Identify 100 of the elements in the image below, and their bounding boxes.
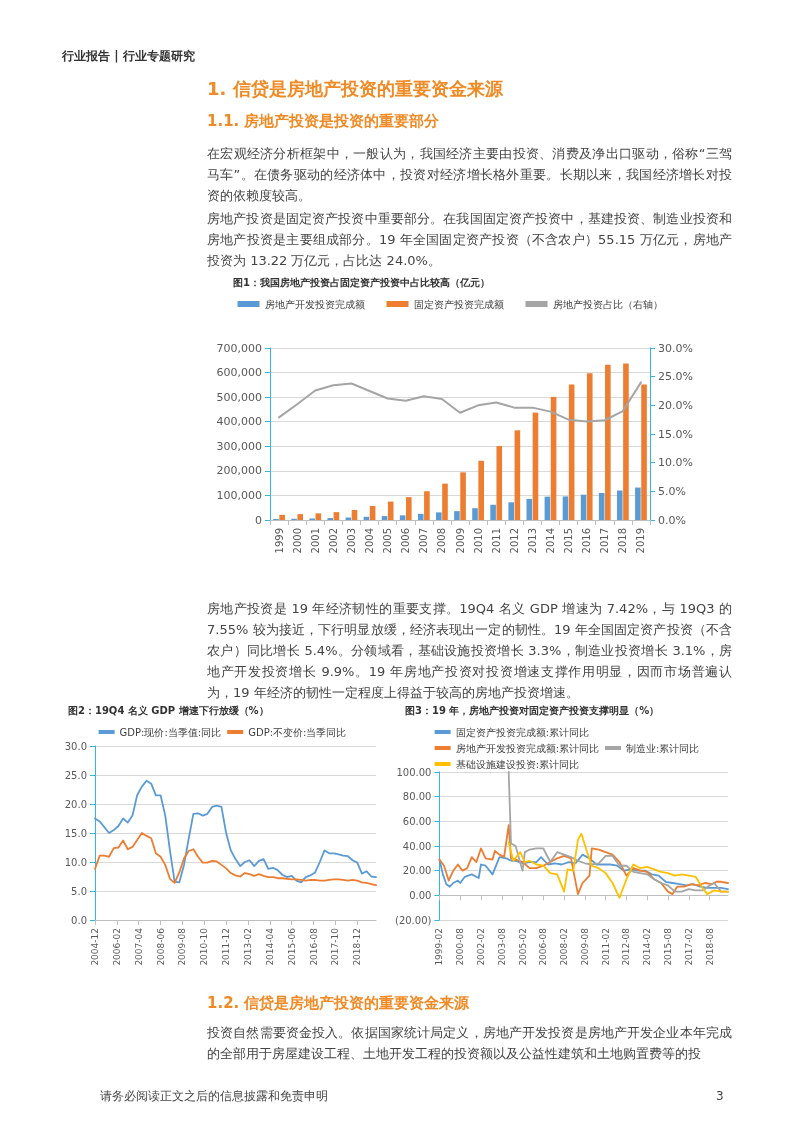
bar [387, 501, 394, 520]
x-tick-label: 2004 [364, 528, 376, 554]
bar [297, 514, 304, 520]
bar [496, 446, 503, 520]
chart-title: 图3：19 年，房地产投资对固定资产投资支撑明显（%） [405, 704, 660, 716]
y-tick-label: 10.0 [64, 856, 87, 868]
x-tick-label: 2011-02 [600, 928, 611, 966]
text: 房地产投资是固定资产投资中重要部分。在我国固定资产投资中，基建投资、制造业投资和房地产投资是主要组成部分。19 年全国固定资产投资（不含农户）55.15 万亿元，房地产投资为 13.22 万亿元，占比达 24.0%。 [207, 210, 732, 270]
y-tick-label: 600,000 [216, 366, 262, 380]
x-tick-label: 2003 [345, 528, 357, 554]
x-tick-label: 2002 [327, 528, 339, 554]
x-tick-label: 2018-08 [704, 927, 715, 966]
y-tick-label: 60.00 [402, 815, 432, 827]
bar [399, 515, 406, 520]
y-tick-label: 0 [255, 513, 262, 527]
legend-label: 固定资产投资完成额:累计同比 [455, 726, 590, 738]
y-tick-label: 5.0 [71, 885, 87, 897]
bar [490, 504, 496, 520]
x-tick-label: 2005 [382, 528, 394, 554]
x-tick-label: 2003-08 [496, 927, 507, 966]
x-tick-label: 1999-02 [434, 928, 445, 966]
bar [508, 502, 515, 520]
x-tick-label: 2011 [490, 528, 502, 554]
x-tick-label: 2017 [599, 528, 611, 554]
bar [381, 516, 388, 520]
x-tick-label: 2015-08 [662, 927, 673, 966]
x-tick-label: 2011-12 [221, 928, 232, 966]
x-tick-label: 2008 [436, 528, 448, 554]
y-tick-label: 25.0 [64, 769, 87, 781]
x-tick-label: 2018 [617, 528, 629, 554]
text: 投资自然需要资金投入。依据国家统计局定义，房地产开发投资是房地产开发企业本年完成的全部用于房屋建设工程、土地开发工程的投资额以及公益性建筑和土地购置费等的投 [207, 1024, 732, 1063]
line-series [507, 832, 729, 899]
x-tick-label: 2009-08 [579, 927, 590, 966]
x-tick-label: 2015 [563, 528, 575, 554]
text: 请务必阅读正文之后的信息披露和免责申明 [100, 1088, 329, 1105]
y2-tick-label: 15.0% [658, 427, 693, 441]
bar [460, 472, 466, 520]
x-tick-label: 2009 [454, 528, 466, 554]
line-series [94, 779, 377, 884]
text: 在宏观经济分析框架中，一般认为，我国经济主要由投资、消费及净出口驱动，俗称“三驾马车”。在债务驱动的经济体中，投资对经济增长格外重要。长期以来，我国经济增长对投资的依赖度较高。 [207, 145, 732, 205]
y-tick-label: 700,000 [216, 341, 262, 355]
legend-label: 房地产开发投资完成额 [264, 298, 365, 310]
bar [442, 483, 448, 520]
x-tick-label: 2010 [472, 528, 484, 554]
bar [616, 490, 623, 520]
x-tick-label: 2006 [400, 528, 412, 554]
bar [417, 513, 424, 520]
y-tick-label: 20.00 [402, 865, 432, 877]
legend-label: 房地产投资占比（右轴） [552, 298, 663, 310]
x-tick-label: 2014 [544, 528, 556, 554]
y-tick-label: 30.0 [64, 740, 87, 752]
x-tick-label: 2013-02 [242, 928, 253, 966]
y-tick-label: 15.0 [64, 827, 87, 839]
y-tick-label: 500,000 [216, 390, 262, 404]
y-tick-label: 300,000 [216, 439, 262, 453]
x-tick-label: 2008-02 [559, 928, 570, 966]
chart-title: 图2：19Q4 名义 GDP 增速下行放缓（%） [68, 704, 269, 716]
text: 房地产投资是 19 年经济韧性的重要支撑。19Q4 名义 GDP 增速为 7.42%，与 19Q3 的 7.55% 较为接近，下行明显放缓，经济表现出一定的韧性。19 年全国固定资产投资（不含农户）同比增长 5.4%。分领域看，基础设施投资增长 3.3%，制造业投资增长 3.1%，房地产开发投资增长 9.9%。19 年房地产投资对投资增速支撑作用明显，因而市场普遍认为，19 年经济的韧性一定程度上得益于较高的房地产投资增速。 [207, 600, 732, 702]
legend-label: GDP:不变价:当季同比 [248, 726, 347, 738]
y2-tick-label: 10.0% [658, 456, 693, 470]
bar [605, 364, 611, 520]
bar [424, 491, 430, 520]
x-tick-label: 2004-12 [90, 928, 100, 966]
x-tick-label: 2005-02 [517, 928, 528, 966]
bar [315, 513, 322, 520]
y-tick-label: 400,000 [216, 415, 262, 429]
x-tick-label: 1999 [273, 528, 285, 554]
bar [279, 514, 285, 520]
legend-label: 制造业:累计同比 [626, 742, 700, 754]
y-tick-label: 20.0 [64, 798, 87, 810]
y2-tick-label: 20.0% [658, 398, 693, 412]
x-tick-label: 2013 [526, 528, 538, 554]
x-tick-label: 2000 [291, 528, 303, 554]
bar [454, 511, 460, 520]
text: 1. 信贷是房地产投资的重要资金来源 [207, 78, 504, 99]
bar [472, 508, 478, 520]
x-tick-label: 2014-02 [642, 928, 653, 966]
legend-label: 基础设施建设投资:累计同比 [455, 758, 580, 770]
x-tick-label: 2017-10 [330, 927, 341, 966]
bar [641, 384, 647, 520]
chart-title: 图1：我国房地产投资占固定资产投资中占比较高（亿元） [233, 276, 490, 288]
bar [623, 363, 629, 520]
x-tick-label: 2010-10 [199, 927, 210, 966]
x-tick-label: 2016 [581, 528, 593, 554]
text: 1.1. 房地产投资是投资的重要部分 [207, 111, 441, 132]
y2-tick-label: 30.0% [658, 341, 693, 355]
x-tick-label: 2009-08 [177, 927, 188, 966]
x-tick-label: 2006-02 [111, 928, 122, 966]
y-tick-label: (20.00) [394, 914, 432, 926]
bar [436, 512, 442, 520]
text: 3 [716, 1088, 725, 1105]
x-tick-label: 2019 [635, 528, 647, 554]
bar [405, 497, 412, 520]
y-tick-label: 100,000 [216, 488, 262, 502]
y-tick-label: 200,000 [216, 464, 262, 478]
x-tick-label: 2014-04 [264, 927, 275, 966]
bar [369, 505, 376, 520]
x-tick-label: 2002-02 [475, 928, 486, 966]
text: 行业报告 | 行业专题研究 [62, 48, 196, 65]
y-tick-label: 100.00 [396, 766, 432, 778]
